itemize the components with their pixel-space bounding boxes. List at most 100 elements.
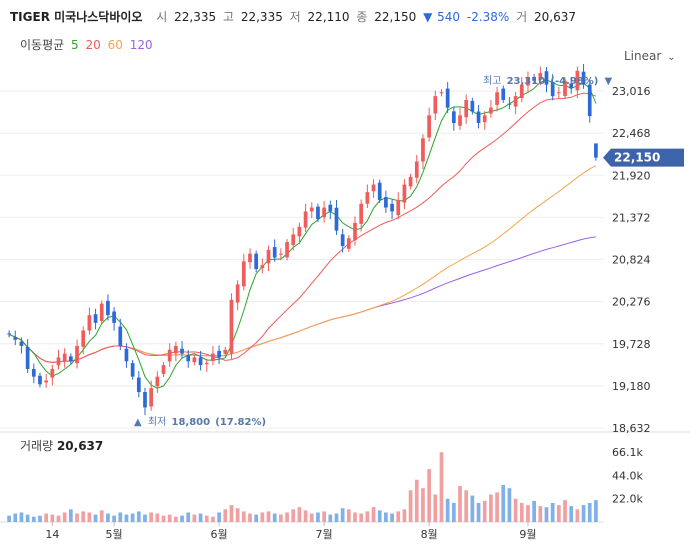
- candle-body: [143, 392, 147, 408]
- price-axis: 23,016 22,468 21,920 21,372 20,824 20,276 19,7…: [612, 85, 651, 435]
- volume-bar: [235, 508, 240, 522]
- volume-panel-title: 거래량 20,637: [20, 437, 103, 454]
- candle-body: [309, 207, 314, 212]
- candle-body: [519, 84, 524, 98]
- candle-body: [482, 115, 487, 123]
- candle-body: [384, 197, 388, 208]
- candle-body: [31, 368, 36, 377]
- candle-body: [489, 107, 493, 114]
- candle-body: [365, 192, 370, 204]
- candle-body: [161, 365, 166, 374]
- volume-bar: [359, 513, 364, 522]
- volume-bar: [198, 513, 203, 522]
- volume-bar: [62, 512, 67, 522]
- moving-average-legend[interactable]: 이동평균 5 20 60 120: [20, 36, 156, 53]
- volume-panel-label: 거래량: [20, 439, 54, 453]
- volume-bar: [421, 488, 425, 522]
- volume-bar: [526, 505, 530, 522]
- volume-bar: [149, 512, 154, 522]
- candle-body: [235, 284, 240, 303]
- current-price-value: 22,150: [614, 151, 660, 165]
- candle-body: [75, 345, 79, 364]
- candle-body: [50, 368, 55, 378]
- candle-body: [513, 96, 518, 107]
- volume-bar: [365, 511, 370, 522]
- candle-body: [476, 111, 481, 124]
- candle-body: [458, 115, 462, 126]
- moving-average-lines: [8, 79, 597, 389]
- candle-body: [217, 350, 221, 358]
- candle-body: [192, 357, 197, 363]
- volume-bar: [433, 494, 438, 522]
- candle-body: [167, 349, 172, 362]
- volume-bar: [402, 509, 407, 522]
- scale-selector[interactable]: Linear ⌄: [624, 49, 676, 63]
- volume-bar: [482, 500, 487, 522]
- candle-body: [174, 345, 178, 354]
- volume-bar: [118, 512, 123, 522]
- candle-body: [99, 303, 104, 322]
- candle-body: [198, 357, 203, 366]
- candle-body: [279, 253, 283, 255]
- volume-bar: [377, 510, 382, 522]
- volume-bar: [316, 512, 320, 522]
- candle-body: [569, 83, 574, 89]
- volume-bar: [260, 512, 265, 522]
- volume-bar: [106, 513, 110, 522]
- volume-axis: 66.1k 44.0k 22.0k: [612, 446, 643, 506]
- volume-bar: [241, 511, 246, 522]
- volume-bar: [328, 514, 333, 522]
- candle-body: [204, 362, 209, 365]
- volume-bar: [309, 513, 314, 522]
- min-value: 18,800: [171, 417, 210, 428]
- candle-body: [538, 73, 543, 80]
- volume-bar: [223, 509, 228, 522]
- candle-body: [291, 234, 296, 245]
- volume-bar: [217, 512, 221, 522]
- candle-body: [427, 115, 431, 138]
- candle-body: [507, 103, 512, 105]
- min-label: 최저: [148, 416, 166, 428]
- volume-bar: [279, 514, 283, 522]
- volume-bar: [50, 514, 55, 522]
- candle-body: [87, 315, 92, 331]
- volume-bar: [81, 511, 86, 522]
- time-axis-label: 7월: [316, 528, 333, 541]
- ma5-line: [8, 79, 597, 389]
- time-axis-label: 6월: [211, 528, 228, 541]
- candle-body: [254, 253, 259, 270]
- candle-body: [118, 326, 123, 346]
- volume-bar: [56, 515, 61, 522]
- candlesticks: [7, 64, 598, 416]
- volume-bar: [550, 502, 555, 522]
- candle-body: [353, 222, 357, 241]
- volume-bar: [174, 516, 178, 522]
- candle-body: [396, 199, 401, 216]
- volume-bar: [464, 490, 469, 522]
- ma120-label: 120: [129, 38, 153, 52]
- candle-body: [130, 363, 135, 377]
- volume-bars: [7, 452, 598, 522]
- volume-bar: [575, 509, 580, 522]
- min-price-annotation: ▲ 최저 18,800 (17.82%): [134, 416, 266, 428]
- volume-bar: [476, 502, 481, 522]
- volume-tick-label: 66.1k: [612, 446, 643, 459]
- grid-lines: [0, 90, 690, 523]
- candle-body: [229, 299, 234, 354]
- time-axis-label: 9월: [519, 528, 536, 541]
- candle-body: [433, 96, 438, 114]
- volume-bar: [470, 495, 475, 522]
- candle-body: [532, 76, 536, 81]
- change-value: 540: [437, 10, 461, 24]
- candle-body: [155, 376, 160, 387]
- volume-bar: [353, 512, 357, 522]
- volume-bar: [544, 507, 549, 522]
- ticker-name[interactable]: TIGER 미국나스닥바이오: [10, 10, 143, 24]
- volume-tick-label: 22.0k: [612, 493, 643, 506]
- volume-bar: [538, 506, 543, 522]
- candle-body: [414, 161, 419, 178]
- volume-bar: [285, 512, 289, 522]
- candle-body: [272, 247, 277, 258]
- volume-bar: [161, 515, 166, 522]
